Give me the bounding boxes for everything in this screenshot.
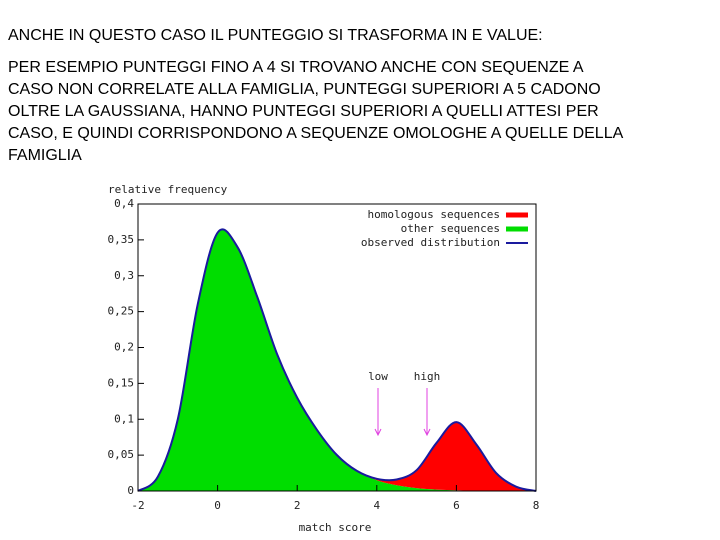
x-tick-label: 4 [373, 499, 380, 512]
x-tick-label: -2 [131, 499, 144, 512]
legend-label: observed distribution [361, 236, 500, 249]
paragraph-line: FAMIGLIA [8, 147, 82, 164]
paragraph-line: CASO, E QUINDI CORRISPONDONO A SEQUENZE … [8, 125, 624, 142]
y-axis-label: relative frequency [108, 183, 228, 196]
arrow-head [423, 428, 431, 437]
legend-label: other sequences [401, 222, 500, 235]
y-tick-label: 0 [127, 484, 134, 497]
x-tick-label: 2 [294, 499, 301, 512]
y-tick-label: 0,3 [114, 269, 134, 282]
arrow-head [374, 428, 382, 437]
annotation: low [368, 370, 388, 383]
paragraph-line: CASO NON CORRELATE ALLA FAMIGLIA, PUNTEG… [8, 81, 601, 98]
y-tick-label: 0,1 [114, 412, 134, 425]
y-tick-label: 0,4 [114, 197, 134, 210]
y-tick-label: 0,2 [114, 341, 134, 354]
y-tick-label: 0,05 [108, 448, 135, 461]
x-axis-label: match score [299, 521, 372, 534]
x-tick-label: 0 [214, 499, 221, 512]
legend-label: homologous sequences [368, 208, 500, 221]
heading: ANCHE IN QUESTO CASO IL PUNTEGGIO SI TRA… [8, 27, 543, 44]
y-tick-label: 0,35 [108, 233, 135, 246]
area [138, 229, 536, 491]
annotation: high [414, 370, 441, 383]
paragraph-line: OLTRE LA GAUSSIANA, HANNO PUNTEGGI SUPER… [8, 103, 599, 120]
x-tick-label: 6 [453, 499, 460, 512]
y-tick-label: 0,15 [108, 376, 135, 389]
line [137, 228, 537, 492]
y-tick-label: 0,25 [108, 305, 135, 318]
x-tick-label: 8 [533, 499, 540, 512]
paragraph-line: PER ESEMPIO PUNTEGGI FINO A 4 SI TROVANO… [8, 59, 584, 76]
